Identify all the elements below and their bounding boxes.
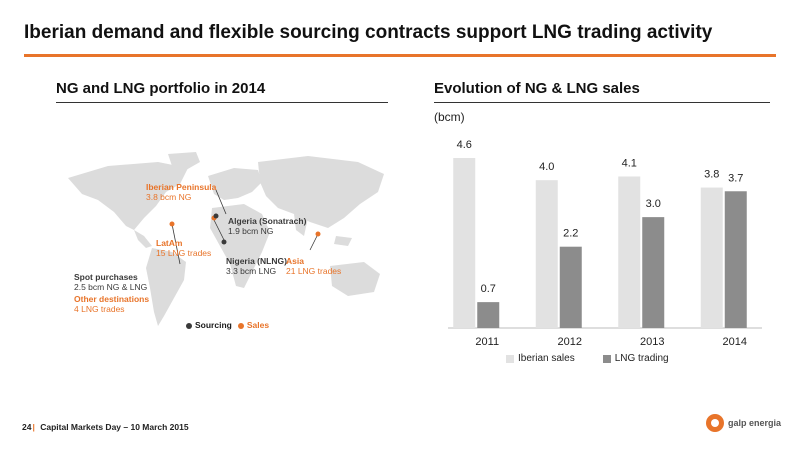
footer-text: Capital Markets Day – 10 March 2015: [40, 422, 189, 432]
data-label-lng-2013: 3.0: [646, 198, 661, 210]
map-label-spot: Spot purchases 2.5 bcm NG & LNG: [74, 272, 148, 292]
x-tick-2011: 2011: [475, 336, 499, 348]
data-label-lng-2011: 0.7: [481, 283, 496, 295]
bar-lng-2013: [642, 217, 665, 328]
data-label-lng-2012: 2.2: [563, 228, 578, 240]
legend-item-lng: LNG trading: [602, 353, 669, 364]
x-tick-2012: 2012: [558, 336, 582, 348]
x-tick-2014: 2014: [723, 336, 747, 348]
bar-iberian-2014: [700, 187, 723, 328]
map-label-nigeria: Nigeria (NLNG) 3.3 bcm LNG: [226, 256, 287, 276]
sales-dot-icon: [237, 322, 244, 329]
map-label-other: Other destinations 4 LNG trades: [74, 294, 150, 314]
bar-iberian-2011: [453, 158, 476, 328]
chart-section-rule: [434, 102, 770, 103]
map-section-rule: [56, 102, 388, 103]
data-label-iberian-2012: 4.0: [539, 161, 554, 173]
map-section-title: NG and LNG portfolio in 2014: [56, 80, 266, 97]
map-legend: Sourcing Sales: [186, 320, 269, 330]
map-legend-sourcing: Sourcing: [186, 320, 232, 330]
bar-iberian-2012: [535, 180, 558, 328]
footer-separator: |: [32, 422, 35, 432]
lng-swatch-icon: [602, 354, 611, 363]
company-logo: galp energia: [706, 414, 781, 432]
chart-section-title: Evolution of NG & LNG sales: [434, 80, 640, 97]
chart-unit-label: (bcm): [434, 110, 465, 124]
connector-lines: [171, 189, 319, 265]
title-rule: [24, 54, 776, 57]
slide-title: Iberian demand and flexible sourcing con…: [24, 22, 713, 43]
map-label-latam: LatAm 15 LNG trades: [156, 238, 212, 258]
sourcing-dot-icon: [186, 322, 192, 329]
data-label-iberian-2011: 4.6: [457, 139, 472, 151]
page-number: 24: [22, 422, 32, 432]
galp-logo-icon: [706, 414, 724, 432]
chart-legend: Iberian sales LNG trading: [506, 353, 669, 364]
bar-chart: 4.6 0.7 2011 4.0 2.2 2012 4.1 3.0 2013 3.8 3.7 2014: [448, 139, 762, 348]
map-label-asia: Asia 21 LNG trades: [286, 256, 342, 276]
legend-item-iberian: Iberian sales: [506, 353, 575, 364]
bar-iberian-2013: [618, 176, 641, 328]
map-label-iberian: Iberian Peninsula 3.8 bcm NG: [146, 182, 217, 202]
map-legend-sales: Sales: [237, 320, 269, 330]
footer: 24| Capital Markets Day – 10 March 2015: [22, 422, 189, 432]
bar-lng-2014: [724, 191, 747, 328]
world-map-shapes: [68, 152, 384, 326]
data-label-iberian-2013: 4.1: [622, 157, 637, 169]
continents: [68, 152, 384, 326]
location-dots: [169, 213, 321, 245]
x-tick-2013: 2013: [640, 336, 664, 348]
iberian-swatch-icon: [506, 354, 514, 363]
map-label-algeria: Algeria (Sonatrach) 1.9 bcm NG: [228, 216, 307, 236]
bar-lng-2012: [559, 246, 582, 328]
data-label-lng-2014: 3.7: [728, 172, 743, 184]
data-label-iberian-2014: 3.8: [704, 169, 719, 181]
logo-text: galp energia: [728, 418, 782, 428]
bar-lng-2011: [477, 302, 500, 328]
world-map: Iberian Peninsula 3.8 bcm NG Algeria (So…: [48, 148, 394, 344]
